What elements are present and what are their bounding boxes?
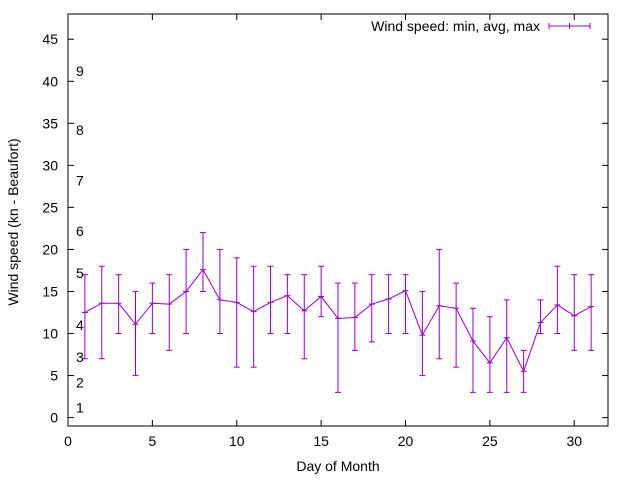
- x-tick-label: 15: [313, 433, 329, 449]
- x-tick-label: 10: [229, 433, 245, 449]
- y-axis-label: Wind speed (kn - Beaufort): [5, 138, 21, 305]
- beaufort-label: 6: [76, 223, 84, 239]
- beaufort-label: 2: [76, 374, 84, 390]
- y-tick-label: 5: [50, 368, 58, 384]
- x-tick-label: 0: [64, 433, 72, 449]
- x-tick-label: 25: [482, 433, 498, 449]
- y-tick-label: 25: [42, 199, 58, 215]
- x-tick-label: 5: [148, 433, 156, 449]
- beaufort-label: 9: [76, 63, 84, 79]
- plot-frame: [67, 13, 609, 427]
- beaufort-label: 3: [76, 349, 84, 365]
- beaufort-label: 7: [76, 172, 84, 188]
- legend-label: Wind speed: min, avg, max: [371, 18, 540, 34]
- y-tick-label: 45: [42, 31, 58, 47]
- legend: Wind speed: min, avg, max: [371, 18, 591, 34]
- y-tick-label: 10: [42, 326, 58, 342]
- beaufort-label: 1: [76, 400, 84, 416]
- beaufort-label: 4: [76, 317, 84, 333]
- beaufort-annotations: 1 2 3 4 5 6 7 8 9: [76, 63, 84, 415]
- series-line: [84, 268, 592, 373]
- x-axis-label: Day of Month: [296, 458, 379, 474]
- series-layer: [84, 268, 592, 373]
- y-tick-label: 15: [42, 283, 58, 299]
- x-tick-label: 30: [566, 433, 582, 449]
- y-tick-label: 30: [42, 157, 58, 173]
- error-bars: [81, 232, 595, 393]
- y-tick-label: 35: [42, 115, 58, 131]
- x-tick-label: 20: [398, 433, 414, 449]
- y-tick-label: 40: [42, 73, 58, 89]
- beaufort-label: 8: [76, 122, 84, 138]
- y-tick-label: 20: [42, 241, 58, 257]
- beaufort-label: 5: [76, 265, 84, 281]
- y-tick-label: 0: [50, 410, 58, 426]
